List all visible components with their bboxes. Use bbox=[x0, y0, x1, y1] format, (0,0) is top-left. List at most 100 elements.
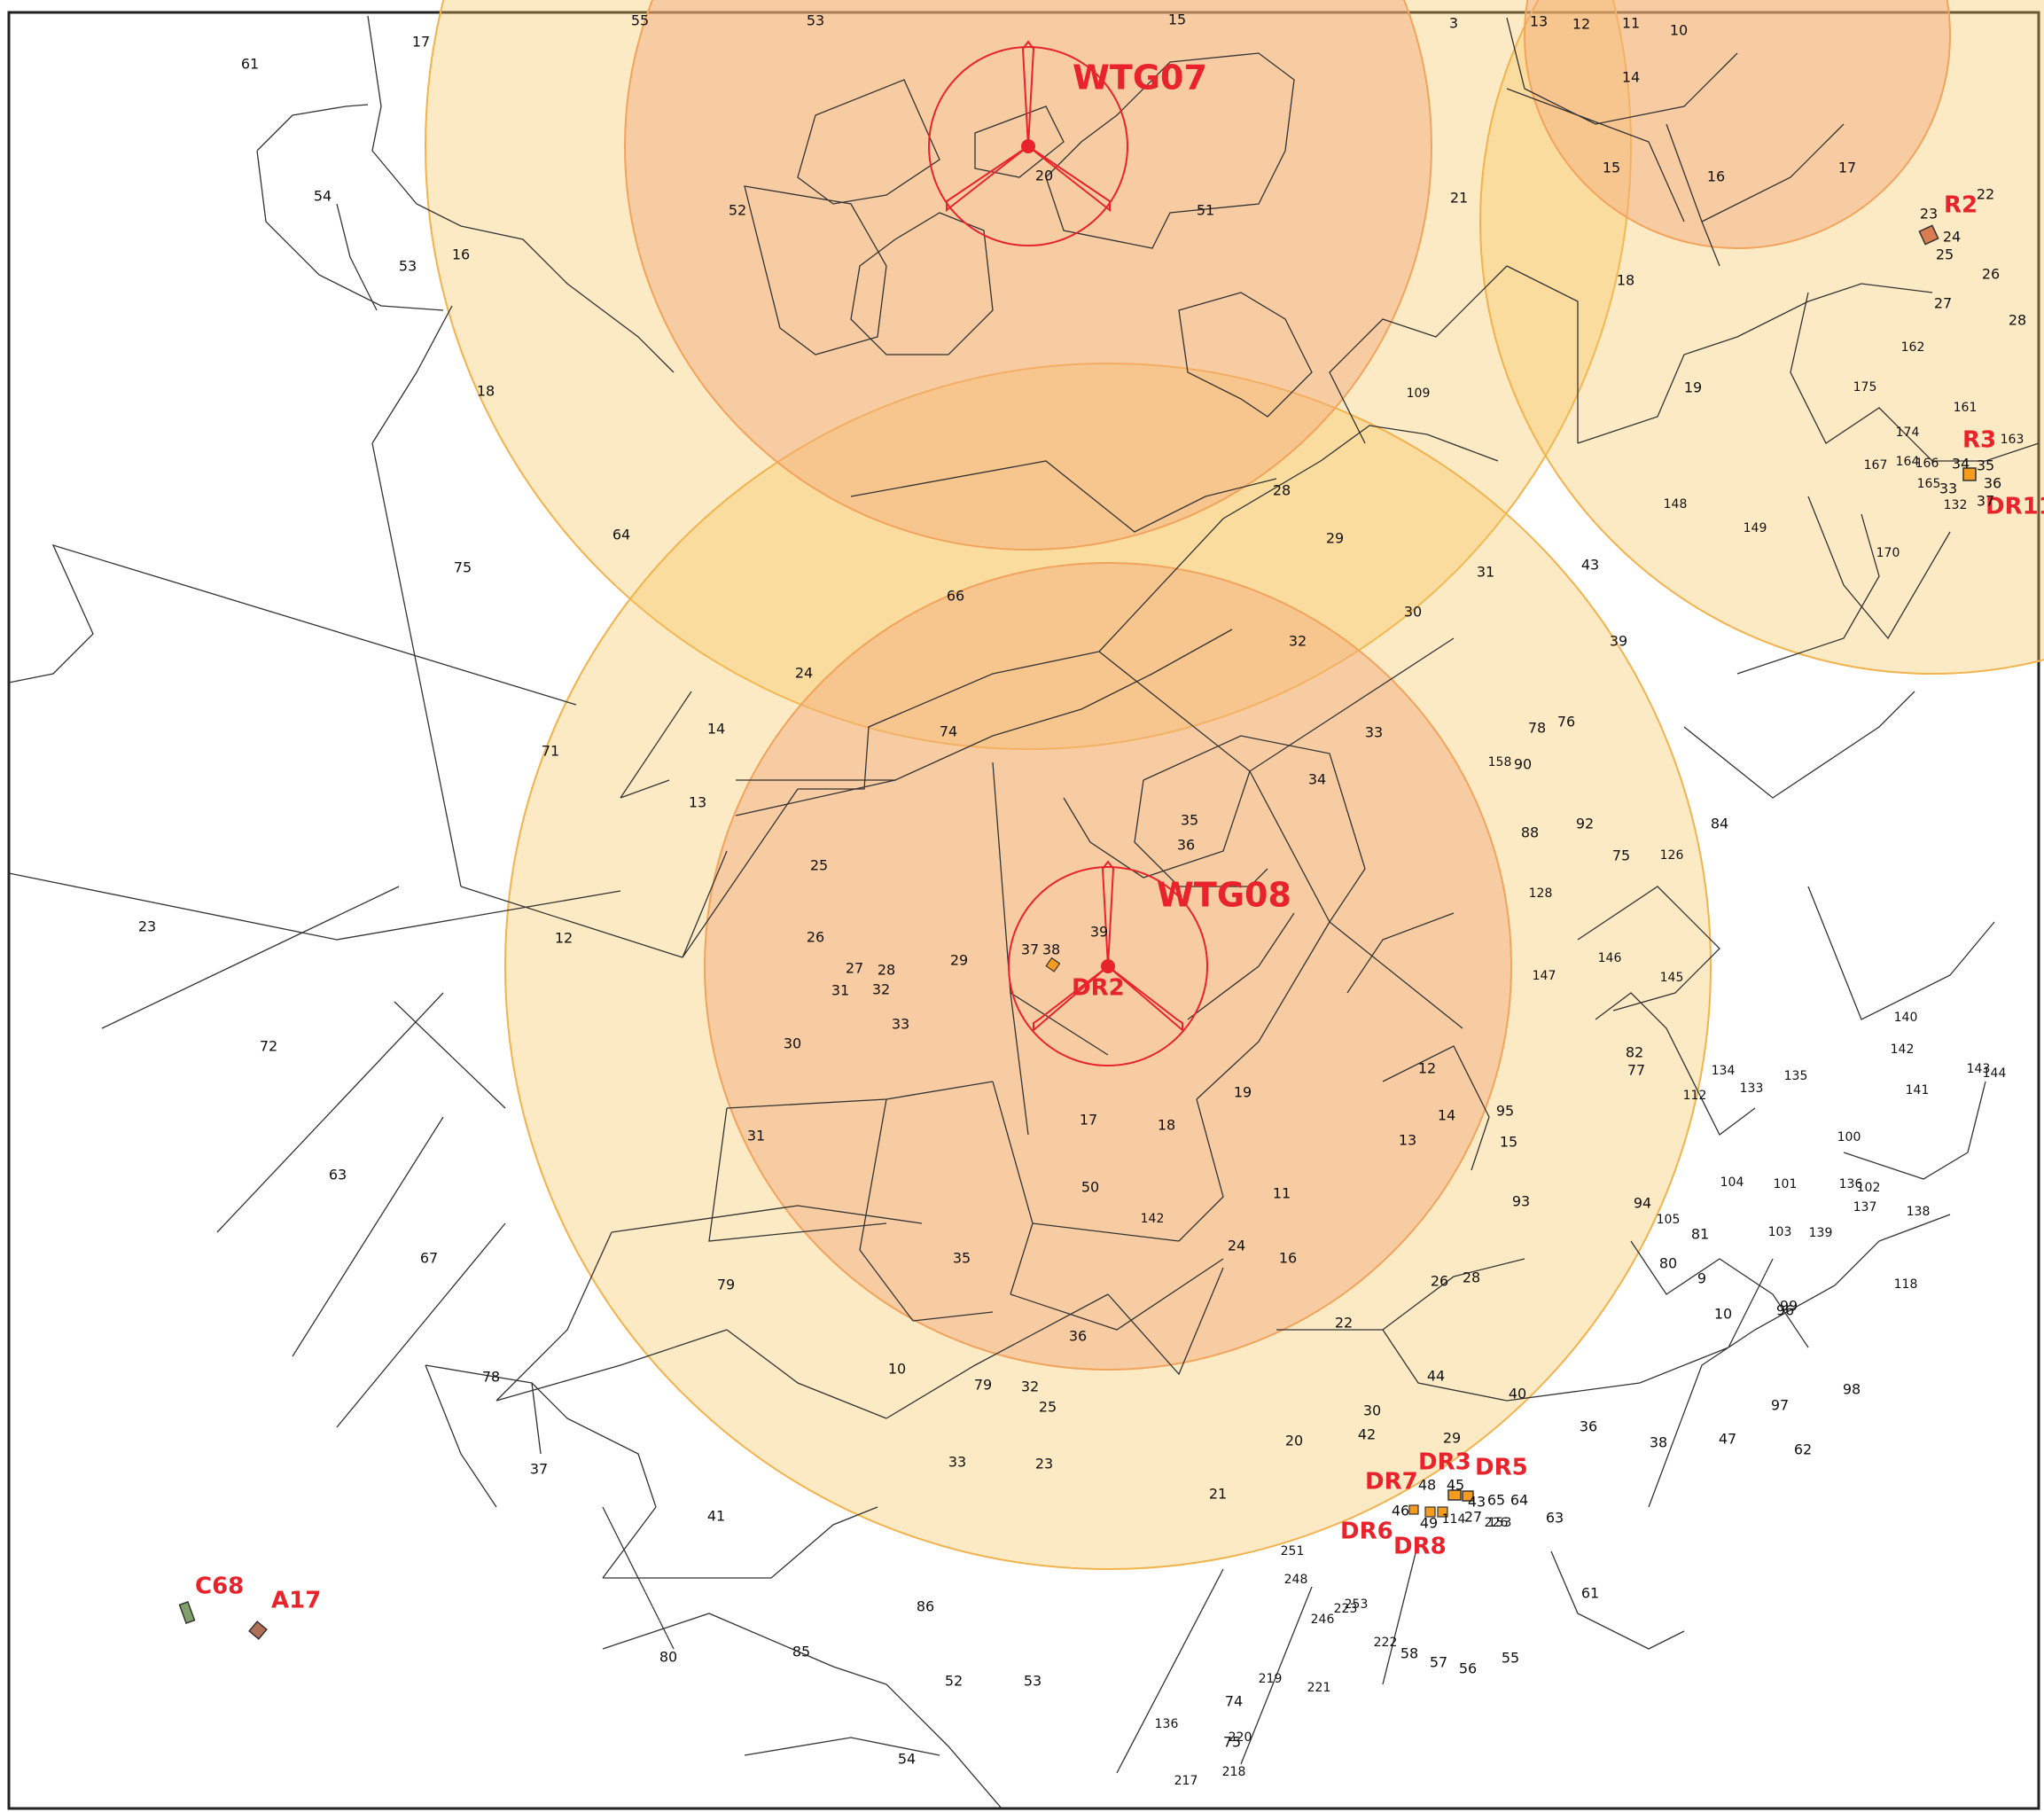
parcel-number: 40 bbox=[1509, 1386, 1526, 1402]
parcel-number: 10 bbox=[1714, 1306, 1732, 1323]
parcel-number: 143 bbox=[1967, 1062, 1991, 1076]
turbine-hub bbox=[1021, 139, 1035, 153]
parcel-number: 30 bbox=[1363, 1402, 1381, 1419]
marker-a17[interactable] bbox=[248, 1621, 268, 1640]
parcel-number: 32 bbox=[1289, 633, 1307, 650]
parcel-number: 246 bbox=[1311, 1613, 1335, 1627]
parcel-number: 140 bbox=[1894, 1011, 1918, 1025]
parcel-number: 39 bbox=[1610, 633, 1627, 650]
parcel-number: 95 bbox=[1496, 1103, 1514, 1120]
parcel-number: 39 bbox=[1090, 924, 1108, 941]
parcel-number: 145 bbox=[1660, 971, 1684, 985]
parcel-number: 80 bbox=[659, 1649, 677, 1666]
parcel-number: 98 bbox=[1843, 1381, 1861, 1398]
parcel-number: 66 bbox=[947, 588, 964, 605]
receptor-dr2-marker[interactable] bbox=[1045, 957, 1061, 972]
parcel-number: 31 bbox=[1477, 564, 1494, 581]
parcel-number: 219 bbox=[1259, 1672, 1283, 1686]
parcel-number: 75 bbox=[1612, 847, 1630, 864]
parcel-number: 84 bbox=[1711, 816, 1728, 832]
turbine-hub bbox=[1101, 959, 1115, 973]
parcel-number: 54 bbox=[314, 188, 332, 205]
parcel-number: 29 bbox=[1326, 530, 1344, 547]
parcel-number: 147 bbox=[1533, 969, 1556, 983]
parcel-number: 26 bbox=[1431, 1273, 1448, 1290]
parcel-number: 136 bbox=[1155, 1717, 1179, 1731]
parcel-number: 114 bbox=[1442, 1512, 1466, 1527]
parcel-number: 22 bbox=[1335, 1315, 1353, 1332]
parcel-number: 158 bbox=[1488, 755, 1512, 769]
parcel-number: 77 bbox=[1627, 1062, 1645, 1079]
receptor-dr5-marker[interactable] bbox=[1462, 1490, 1474, 1502]
parcel-number: 18 bbox=[477, 383, 495, 400]
parcel-number: 253 bbox=[1345, 1597, 1369, 1612]
parcel-number: 79 bbox=[974, 1377, 992, 1394]
parcel-number: 33 bbox=[948, 1454, 966, 1471]
parcel-number: 52 bbox=[729, 202, 746, 219]
parcel-number: 21 bbox=[1209, 1486, 1227, 1503]
parcel-number: 54 bbox=[898, 1751, 916, 1768]
parcel-number: 32 bbox=[1021, 1379, 1039, 1395]
receptor-dr7-marker[interactable] bbox=[1408, 1504, 1419, 1515]
parcel-boundaries bbox=[8, 15, 2040, 1809]
parcel-number: 164 bbox=[1896, 455, 1920, 469]
parcel-number: 19 bbox=[1684, 379, 1702, 396]
receptor-r2-marker[interactable] bbox=[1918, 224, 1939, 246]
parcel-number: 223 bbox=[1334, 1602, 1358, 1616]
parcel-number: 165 bbox=[1917, 477, 1941, 491]
marker-c68[interactable] bbox=[178, 1600, 196, 1625]
parcel-number: 51 bbox=[1197, 202, 1214, 219]
parcel-number: 25 bbox=[1039, 1399, 1057, 1416]
parcel-number: 65 bbox=[1487, 1492, 1505, 1509]
parcel-number: 63 bbox=[1546, 1510, 1564, 1527]
receptor-dr3-marker[interactable] bbox=[1447, 1489, 1462, 1501]
parcel-number: 26 bbox=[1982, 266, 2000, 283]
parcel-number: 23 bbox=[1920, 206, 1938, 223]
wind-turbine-icon bbox=[1008, 860, 1208, 1066]
parcel-number: 45 bbox=[1447, 1477, 1464, 1494]
parcel-number: 18 bbox=[1158, 1117, 1175, 1134]
parcel-number: 118 bbox=[1894, 1277, 1918, 1292]
parcel-number: 14 bbox=[1438, 1107, 1455, 1124]
receptor-r3-marker[interactable] bbox=[1962, 467, 1977, 481]
parcel-number: 30 bbox=[1404, 604, 1422, 621]
parcel-number: 25 bbox=[810, 857, 828, 874]
parcel-number: 221 bbox=[1307, 1681, 1331, 1695]
turbine-wtg08[interactable] bbox=[1008, 860, 1208, 1066]
parcel-number: 218 bbox=[1222, 1765, 1246, 1779]
parcel-number: 28 bbox=[878, 962, 895, 979]
turbine-radius-circle bbox=[928, 46, 1128, 246]
parcel-number: 144 bbox=[1983, 1066, 2007, 1081]
parcel-number: 33 bbox=[892, 1016, 909, 1033]
receptor-dr8-marker[interactable] bbox=[1437, 1506, 1448, 1518]
parcel-number: 29 bbox=[1443, 1430, 1461, 1447]
parcel-number: 37 bbox=[1021, 941, 1039, 958]
parcel-number: 136 bbox=[1839, 1177, 1863, 1191]
label-dr2: DR2 bbox=[1072, 975, 1125, 1002]
parcel-number: 174 bbox=[1896, 426, 1920, 440]
label-dr11: DR11 bbox=[1985, 494, 2044, 520]
buffer-zones bbox=[425, 0, 2044, 1570]
turbine-wtg07[interactable] bbox=[928, 40, 1128, 246]
parcel-number: 38 bbox=[1042, 941, 1060, 958]
parcel-number: 148 bbox=[1664, 497, 1688, 512]
parcel-number: 33 bbox=[1939, 480, 1957, 497]
parcel-number: 133 bbox=[1740, 1082, 1764, 1096]
parcel-number: 48 bbox=[1418, 1477, 1436, 1494]
parcel-number: 17 bbox=[412, 34, 430, 51]
parcel-number: 64 bbox=[1510, 1492, 1528, 1509]
parcel-number: 96 bbox=[1776, 1302, 1794, 1319]
parcel-number: 14 bbox=[1622, 69, 1640, 86]
parcel-number: 35 bbox=[1977, 457, 1994, 474]
parcel-number: 167 bbox=[1864, 458, 1888, 473]
parcel-number: 16 bbox=[1279, 1250, 1297, 1267]
parcel-number: 137 bbox=[1853, 1200, 1877, 1215]
parcel-number: 21 bbox=[1450, 190, 1468, 207]
receptor-dr6-marker[interactable] bbox=[1424, 1506, 1436, 1518]
map-frame bbox=[7, 11, 2040, 1810]
parcel-number: 74 bbox=[1225, 1693, 1243, 1710]
parcel-number: 217 bbox=[1174, 1774, 1198, 1788]
parcel-number: 28 bbox=[1273, 482, 1291, 499]
parcel-number: 35 bbox=[1181, 812, 1198, 829]
